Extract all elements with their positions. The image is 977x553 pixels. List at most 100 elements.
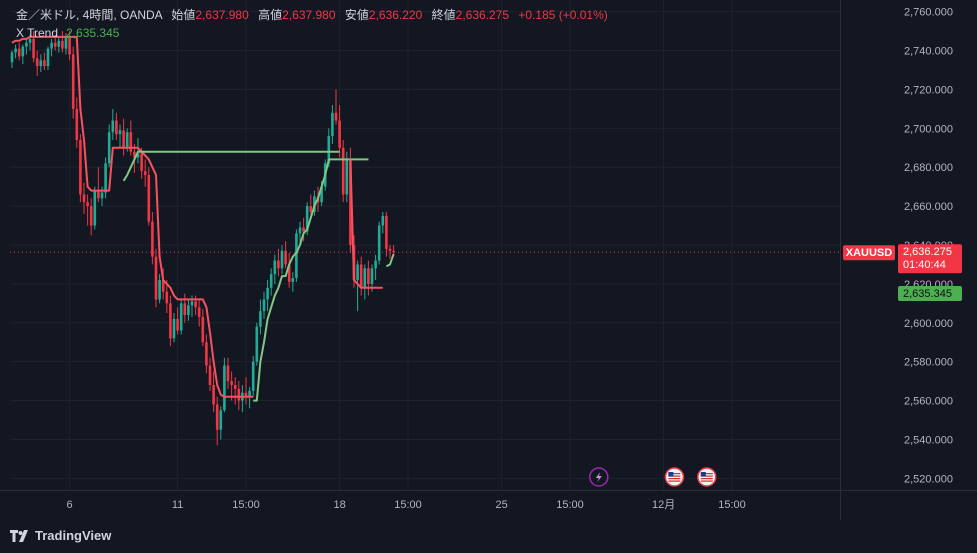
close-value: 2,636.275	[455, 8, 510, 22]
candle-body	[111, 120, 115, 133]
ohlc-row: 金／米ドル, 4時間, OANDA 始値2,637.980 高値2,637.98…	[16, 7, 608, 23]
candle-body	[248, 390, 251, 397]
candle-body	[331, 112, 334, 137]
candle	[298, 221, 302, 245]
tradingview-logo[interactable]: TradingView	[10, 528, 111, 543]
candle-body	[370, 268, 374, 284]
candle-body	[345, 159, 349, 195]
candle	[385, 211, 388, 257]
candle	[201, 309, 205, 347]
price-tick-label: 2,740.000	[904, 46, 953, 58]
price-tick-label: 2,540.000	[904, 434, 953, 446]
indicator-row[interactable]: X Trend 2,635.345	[16, 25, 608, 41]
price-chart[interactable]: 2,520.000 2,540.000 2,560.000 2,580.000 2,60…	[0, 0, 977, 520]
candle-body	[10, 52, 14, 63]
price-tick-label: 2,680.000	[904, 162, 953, 174]
indicator-name[interactable]: X Trend	[16, 26, 59, 40]
candle-body	[363, 268, 367, 288]
candle	[14, 44, 17, 59]
candle-body	[287, 264, 291, 282]
lightning-icon[interactable]	[589, 467, 609, 487]
price-tick-label: 2,580.000	[904, 357, 953, 369]
candle-body	[190, 301, 194, 306]
candle	[122, 118, 125, 156]
candle	[338, 105, 341, 158]
candle-body	[61, 40, 64, 49]
candle-body	[392, 250, 395, 253]
flag-stripe	[700, 480, 713, 482]
time-tick-label: 15:00	[556, 499, 584, 511]
candle-body	[28, 38, 32, 43]
candle-body	[14, 48, 17, 53]
candle	[158, 274, 161, 304]
candle	[251, 355, 255, 397]
us-flag-icon[interactable]	[697, 467, 717, 487]
x-trend-line	[253, 158, 369, 402]
candle	[331, 105, 334, 144]
candle-body	[143, 171, 147, 175]
candle-body	[233, 385, 237, 389]
candle	[269, 268, 273, 296]
candle-body	[273, 260, 277, 275]
time-tick-label: 15:00	[718, 499, 746, 511]
candle	[154, 248, 158, 308]
candle	[39, 54, 43, 72]
symbol-label: 金／米ドル, 4時間, OANDA	[16, 8, 163, 22]
candle	[262, 291, 266, 319]
candle-body	[107, 132, 111, 164]
candle-body	[79, 140, 82, 195]
candle	[151, 211, 154, 265]
open-label: 始値	[171, 8, 196, 22]
candle	[82, 182, 86, 214]
low-label: 安値	[344, 8, 369, 22]
candle-body	[46, 48, 50, 67]
candle-body	[82, 194, 86, 203]
candle	[259, 299, 262, 335]
candle	[115, 112, 118, 140]
candle	[86, 194, 89, 226]
price-tick-label: 2,760.000	[904, 7, 953, 19]
candle	[255, 322, 259, 366]
candle	[71, 46, 75, 119]
candle	[107, 124, 111, 168]
candle	[334, 89, 338, 125]
candle-body	[151, 221, 154, 257]
candle-body	[89, 206, 93, 226]
candle-body	[320, 186, 323, 203]
flag-stripe	[700, 475, 713, 477]
candle	[273, 254, 277, 284]
flag-stripe	[668, 480, 681, 482]
flag-stripe	[700, 478, 713, 480]
candle-body	[104, 163, 107, 193]
candle-body	[71, 54, 75, 109]
candle	[208, 357, 212, 391]
candle-body	[32, 38, 35, 59]
countdown-value: 01:40:44	[903, 259, 946, 271]
candle	[118, 124, 122, 148]
candle-body	[385, 215, 388, 249]
candle-body	[251, 361, 255, 391]
candle	[291, 272, 295, 292]
ticker-badge-bg	[843, 245, 895, 261]
candles	[10, 31, 395, 446]
candle-body	[334, 112, 338, 121]
chart-area[interactable]: 2,520.000 2,540.000 2,560.000 2,580.000 2,60…	[0, 0, 977, 520]
candle-body	[262, 299, 266, 312]
candle	[165, 280, 169, 314]
candle	[57, 36, 61, 53]
candle	[226, 357, 230, 389]
flag-circle	[664, 467, 685, 487]
candle-body	[259, 311, 262, 327]
price-tick-label: 2,720.000	[904, 84, 953, 96]
us-flag-icon[interactable]	[664, 467, 685, 487]
candle-body	[205, 342, 208, 366]
candle-body	[93, 190, 97, 226]
candle	[104, 157, 107, 199]
candle	[21, 44, 25, 65]
candle	[295, 229, 298, 282]
candle-body	[97, 190, 100, 199]
candle	[244, 377, 248, 405]
candle	[356, 260, 359, 312]
candle-body	[356, 264, 359, 280]
candle	[97, 167, 100, 203]
